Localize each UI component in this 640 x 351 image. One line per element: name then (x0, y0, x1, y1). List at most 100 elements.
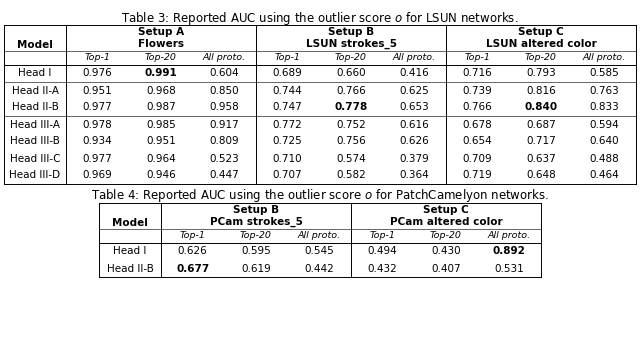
Text: Head III-B: Head III-B (10, 137, 60, 146)
Text: Top-20: Top-20 (335, 53, 367, 62)
Text: Head II-A: Head II-A (12, 86, 58, 95)
Text: All proto.: All proto. (583, 53, 626, 62)
Text: Top-20: Top-20 (145, 53, 177, 62)
Text: 0.689: 0.689 (273, 68, 303, 79)
Text: 0.442: 0.442 (305, 264, 334, 273)
Text: LSUN strokes_5: LSUN strokes_5 (305, 39, 397, 49)
Text: PCam strokes_5: PCam strokes_5 (209, 217, 303, 227)
Text: 0.766: 0.766 (463, 102, 493, 113)
Text: 0.677: 0.677 (176, 264, 209, 273)
Text: 0.640: 0.640 (589, 137, 619, 146)
Text: 0.763: 0.763 (589, 86, 620, 95)
Text: 0.991: 0.991 (145, 68, 177, 79)
Text: 0.747: 0.747 (273, 102, 303, 113)
Text: 0.969: 0.969 (83, 171, 113, 180)
Text: Model: Model (112, 218, 148, 228)
Text: 0.364: 0.364 (399, 171, 429, 180)
Text: 0.840: 0.840 (524, 102, 557, 113)
Text: 0.595: 0.595 (241, 246, 271, 257)
Text: All proto.: All proto. (393, 53, 436, 62)
Text: All proto.: All proto. (203, 53, 246, 62)
Text: 0.752: 0.752 (336, 119, 366, 130)
Text: 0.626: 0.626 (399, 137, 429, 146)
Text: 0.977: 0.977 (83, 102, 113, 113)
Text: 0.531: 0.531 (495, 264, 524, 273)
Text: 0.545: 0.545 (305, 246, 334, 257)
Text: 0.447: 0.447 (209, 171, 239, 180)
Text: 0.717: 0.717 (526, 137, 556, 146)
Text: PCam altered color: PCam altered color (390, 217, 502, 227)
Text: 0.766: 0.766 (336, 86, 366, 95)
Text: 0.488: 0.488 (589, 153, 620, 164)
Text: Head III-A: Head III-A (10, 119, 60, 130)
Text: 0.816: 0.816 (526, 86, 556, 95)
Text: Top-1: Top-1 (180, 232, 205, 240)
Text: 0.951: 0.951 (83, 86, 113, 95)
Text: Top-1: Top-1 (275, 53, 301, 62)
Text: 0.585: 0.585 (589, 68, 620, 79)
Text: Head III-C: Head III-C (10, 153, 60, 164)
Text: 0.604: 0.604 (209, 68, 239, 79)
Text: 0.626: 0.626 (178, 246, 207, 257)
Text: 0.625: 0.625 (399, 86, 429, 95)
Text: Model: Model (17, 40, 53, 50)
Text: 0.946: 0.946 (146, 171, 176, 180)
Text: 0.710: 0.710 (273, 153, 303, 164)
Text: All proto.: All proto. (488, 232, 531, 240)
Text: All proto.: All proto. (298, 232, 341, 240)
Text: LSUN altered color: LSUN altered color (486, 39, 596, 49)
Text: Head I: Head I (113, 246, 147, 257)
Text: 0.772: 0.772 (273, 119, 303, 130)
Text: 0.416: 0.416 (399, 68, 429, 79)
Text: Setup C: Setup C (423, 205, 469, 215)
Text: Head I: Head I (19, 68, 52, 79)
Text: 0.778: 0.778 (334, 102, 367, 113)
Text: 0.793: 0.793 (526, 68, 556, 79)
Text: Setup B: Setup B (328, 27, 374, 37)
Text: 0.892: 0.892 (493, 246, 526, 257)
Text: 0.619: 0.619 (241, 264, 271, 273)
Text: Flowers: Flowers (138, 39, 184, 49)
Text: 0.964: 0.964 (146, 153, 176, 164)
Text: Top-20: Top-20 (525, 53, 557, 62)
Text: 0.725: 0.725 (273, 137, 303, 146)
Text: 0.968: 0.968 (146, 86, 176, 95)
Text: 0.582: 0.582 (336, 171, 366, 180)
Text: Top-20: Top-20 (430, 232, 462, 240)
Text: Setup A: Setup A (138, 27, 184, 37)
Text: Table 4: Reported AUC using the outlier score $o$ for PatchCamelyon networks.: Table 4: Reported AUC using the outlier … (91, 187, 549, 204)
Text: 0.850: 0.850 (209, 86, 239, 95)
Text: 0.958: 0.958 (209, 102, 239, 113)
Text: 0.648: 0.648 (526, 171, 556, 180)
Text: Table 3: Reported AUC using the outlier score $o$ for LSUN networks.: Table 3: Reported AUC using the outlier … (121, 10, 519, 27)
Text: 0.494: 0.494 (368, 246, 397, 257)
Text: 0.379: 0.379 (399, 153, 429, 164)
Text: Top-1: Top-1 (370, 232, 396, 240)
Text: Top-20: Top-20 (240, 232, 272, 240)
Text: 0.707: 0.707 (273, 171, 303, 180)
Text: 0.934: 0.934 (83, 137, 113, 146)
Text: 0.976: 0.976 (83, 68, 113, 79)
Text: 0.833: 0.833 (589, 102, 620, 113)
Text: 0.709: 0.709 (463, 153, 492, 164)
Text: 0.978: 0.978 (83, 119, 113, 130)
Text: 0.977: 0.977 (83, 153, 113, 164)
Text: 0.430: 0.430 (431, 246, 461, 257)
Text: 0.523: 0.523 (209, 153, 239, 164)
Text: 0.432: 0.432 (368, 264, 397, 273)
Text: 0.687: 0.687 (526, 119, 556, 130)
Text: 0.756: 0.756 (336, 137, 366, 146)
Text: Head III-D: Head III-D (10, 171, 61, 180)
Text: Head II-B: Head II-B (107, 264, 154, 273)
Text: 0.464: 0.464 (589, 171, 620, 180)
Text: 0.809: 0.809 (209, 137, 239, 146)
Text: 0.574: 0.574 (336, 153, 366, 164)
Text: Top-1: Top-1 (84, 53, 111, 62)
Text: 0.654: 0.654 (463, 137, 493, 146)
Text: 0.917: 0.917 (209, 119, 239, 130)
Text: 0.719: 0.719 (463, 171, 493, 180)
Text: 0.716: 0.716 (463, 68, 493, 79)
Text: Setup C: Setup C (518, 27, 564, 37)
Text: Setup B: Setup B (233, 205, 279, 215)
Text: 0.739: 0.739 (463, 86, 493, 95)
